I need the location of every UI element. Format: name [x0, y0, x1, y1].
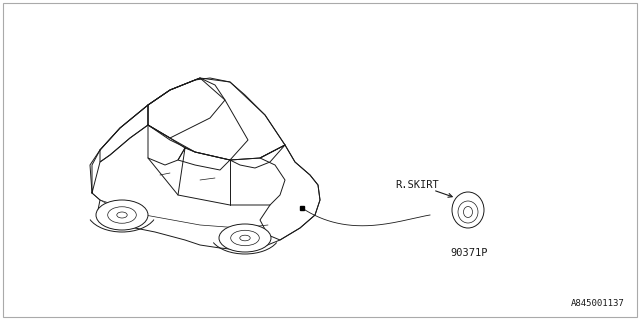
- Text: A845001137: A845001137: [572, 299, 625, 308]
- Ellipse shape: [108, 207, 136, 223]
- Ellipse shape: [219, 224, 271, 252]
- Text: 90371P: 90371P: [450, 248, 488, 258]
- Ellipse shape: [452, 192, 484, 228]
- Ellipse shape: [458, 201, 478, 223]
- Text: R.SKIRT: R.SKIRT: [395, 180, 439, 190]
- Ellipse shape: [240, 235, 250, 241]
- Ellipse shape: [230, 230, 259, 246]
- Ellipse shape: [463, 206, 472, 218]
- Ellipse shape: [96, 200, 148, 230]
- Ellipse shape: [116, 212, 127, 218]
